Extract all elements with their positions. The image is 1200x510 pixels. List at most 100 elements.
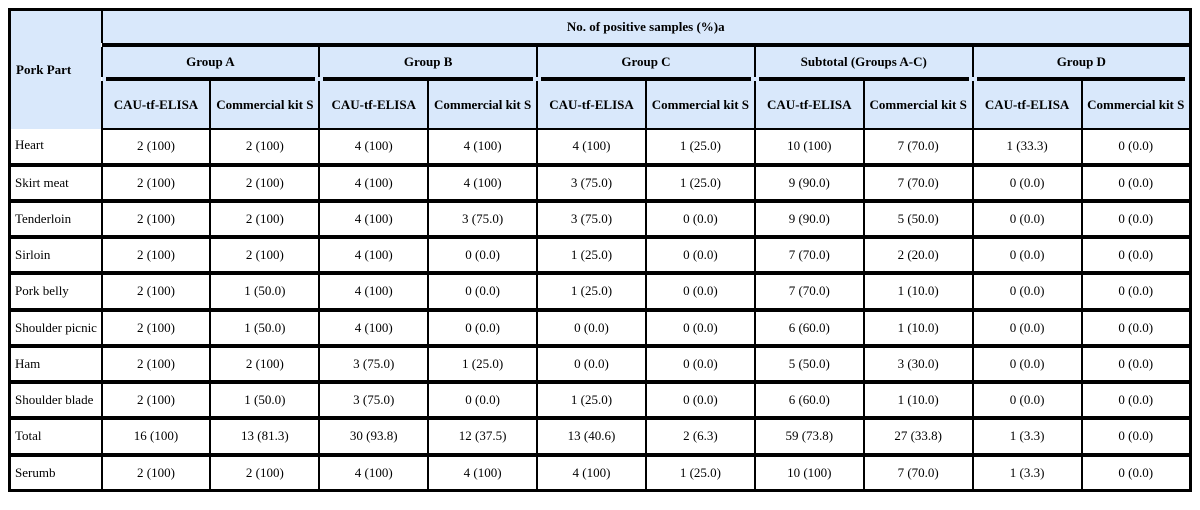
- cell-shoulder-picnic-2: 4 (100): [318, 311, 429, 344]
- double-rule: [11, 235, 1189, 239]
- cell-heart-4: 4 (100): [536, 129, 646, 163]
- subheader-commercial-kit-s-group-b: Commercial kit S: [427, 81, 538, 131]
- cell-skirt-meat-9: 0 (0.0): [1080, 166, 1191, 199]
- cell-ham-2: 3 (75.0): [318, 347, 429, 380]
- cell-shoulder-picnic-3: 0 (0.0): [427, 311, 538, 344]
- cell-shoulder-picnic-4: 0 (0.0): [536, 311, 646, 344]
- cell-heart-0: 2 (100): [100, 129, 211, 163]
- cell-serumb-0: 2 (100): [100, 456, 211, 491]
- row-label-tenderloin: Tenderloin: [8, 202, 102, 235]
- cell-sirloin-8: 0 (0.0): [971, 239, 1082, 272]
- cell-total-0: 16 (100): [100, 420, 211, 453]
- cell-skirt-meat-7: 7 (70.0): [862, 166, 973, 199]
- cell-tenderloin-5: 0 (0.0): [644, 202, 755, 235]
- table-row-shoulder-picnic: Shoulder picnic 2 (100) 1 (50.0) 4 (100) 0 (…: [8, 311, 1191, 344]
- table-row-heart: Heart 2 (100) 2 (100) 4 (100) 4 (100) 4 (100)…: [8, 129, 1191, 163]
- subheader-cau-tf-elisa-group-d: CAU-tf-ELISA: [971, 81, 1082, 131]
- separator-band: [972, 77, 1191, 82]
- row-separator: [9, 452, 1191, 457]
- table-header: Pork Part No. of positive samples (%)a G…: [9, 9, 1191, 131]
- cell-skirt-meat-6: 9 (90.0): [753, 166, 864, 199]
- double-rule: [11, 416, 1189, 421]
- row-label-shoulder-picnic: Shoulder picnic: [8, 311, 102, 344]
- header-row-groups: Group A Group B Group C Subtotal (Groups A-…: [10, 47, 1191, 78]
- corner-header-pork-part: Pork Part: [9, 9, 102, 130]
- subheader-commercial-kit-s-group-a: Commercial kit S: [209, 81, 320, 131]
- table-row-ham: Ham 2 (100) 2 (100) 3 (75.0) 1 (25.0) 0 (0.0)…: [8, 347, 1191, 380]
- row-separator: [9, 343, 1191, 348]
- header-separator-groups: [10, 77, 1191, 82]
- separator-band: [101, 43, 1191, 48]
- cell-shoulder-blade-5: 0 (0.0): [644, 384, 755, 417]
- positive-samples-table: Pork Part No. of positive samples (%)a G…: [8, 8, 1192, 492]
- group-header-group-c: Group C: [536, 47, 755, 78]
- cell-shoulder-blade-1: 1 (50.0): [209, 384, 320, 417]
- cell-heart-9: 0 (0.0): [1080, 129, 1191, 163]
- cell-shoulder-blade-0: 2 (100): [100, 384, 211, 417]
- cell-shoulder-blade-7: 1 (10.0): [862, 384, 973, 417]
- row-label-skirt-meat: Skirt meat: [8, 166, 102, 199]
- double-rule: [11, 162, 1189, 167]
- cell-serumb-9: 0 (0.0): [1080, 456, 1191, 491]
- table-row-total: Total 16 (100) 13 (81.3) 30 (93.8) 12 (37.5)…: [8, 420, 1191, 453]
- cell-shoulder-blade-2: 3 (75.0): [318, 384, 429, 417]
- cell-tenderloin-3: 3 (75.0): [427, 202, 538, 235]
- cell-tenderloin-2: 4 (100): [318, 202, 429, 235]
- cell-ham-4: 0 (0.0): [536, 347, 646, 380]
- separator-band: [537, 77, 755, 82]
- separator-band: [9, 343, 1191, 348]
- row-label-sirloin: Sirloin: [8, 239, 102, 272]
- cell-serumb-3: 4 (100): [427, 456, 538, 491]
- subheader-commercial-kit-s-group-d: Commercial kit S: [1080, 81, 1191, 131]
- cell-pork-belly-0: 2 (100): [100, 275, 211, 308]
- cell-shoulder-blade-4: 1 (25.0): [536, 384, 646, 417]
- double-rule: [105, 77, 316, 82]
- header-row-title: Pork Part No. of positive samples (%)a: [9, 9, 1191, 130]
- cell-tenderloin-6: 9 (90.0): [753, 202, 864, 235]
- cell-pork-belly-3: 0 (0.0): [427, 275, 538, 308]
- cell-tenderloin-8: 0 (0.0): [971, 202, 1082, 235]
- cell-sirloin-2: 4 (100): [318, 239, 429, 272]
- cell-ham-7: 3 (30.0): [862, 347, 973, 380]
- double-rule: [11, 198, 1189, 203]
- subheader-commercial-kit-s-subtotal-groups-a-c: Commercial kit S: [862, 81, 973, 131]
- double-rule: [541, 77, 751, 82]
- separator-band: [9, 162, 1191, 167]
- cell-pork-belly-8: 0 (0.0): [971, 275, 1082, 308]
- cell-serumb-4: 4 (100): [536, 456, 646, 491]
- cell-skirt-meat-1: 2 (100): [209, 166, 320, 199]
- cell-tenderloin-1: 2 (100): [209, 202, 320, 235]
- separator-band: [9, 452, 1191, 457]
- cell-total-7: 27 (33.8): [862, 420, 973, 453]
- cell-ham-5: 0 (0.0): [644, 347, 755, 380]
- double-rule: [323, 77, 534, 82]
- separator-band: [9, 307, 1191, 312]
- double-rule: [11, 307, 1189, 312]
- cell-shoulder-blade-8: 0 (0.0): [971, 384, 1082, 417]
- row-separator: [9, 416, 1191, 421]
- cell-tenderloin-0: 2 (100): [100, 202, 211, 235]
- double-rule: [976, 77, 1185, 82]
- cell-ham-6: 5 (50.0): [753, 347, 864, 380]
- cell-total-3: 12 (37.5): [427, 420, 538, 453]
- separator-band: [319, 77, 538, 82]
- group-header-group-b: Group B: [318, 47, 538, 78]
- double-rule: [758, 77, 969, 82]
- row-label-total: Total: [8, 420, 102, 453]
- cell-serumb-7: 7 (70.0): [862, 456, 973, 491]
- table-body: Heart 2 (100) 2 (100) 4 (100) 4 (100) 4 (100)…: [8, 129, 1191, 491]
- table-row-sirloin: Sirloin 2 (100) 2 (100) 4 (100) 0 (0.0) 1 (25…: [8, 239, 1191, 272]
- cell-shoulder-picnic-1: 1 (50.0): [209, 311, 320, 344]
- cell-ham-3: 1 (25.0): [427, 347, 538, 380]
- cell-pork-belly-4: 1 (25.0): [536, 275, 646, 308]
- cell-shoulder-picnic-5: 0 (0.0): [644, 311, 755, 344]
- row-label-pork-belly: Pork belly: [8, 275, 102, 308]
- row-separator: [9, 307, 1191, 312]
- cell-tenderloin-7: 5 (50.0): [862, 202, 973, 235]
- cell-heart-3: 4 (100): [427, 129, 538, 163]
- cell-total-6: 59 (73.8): [753, 420, 864, 453]
- cell-sirloin-5: 0 (0.0): [644, 239, 755, 272]
- subheader-cau-tf-elisa-group-b: CAU-tf-ELISA: [318, 81, 429, 131]
- cell-heart-2: 4 (100): [318, 129, 429, 163]
